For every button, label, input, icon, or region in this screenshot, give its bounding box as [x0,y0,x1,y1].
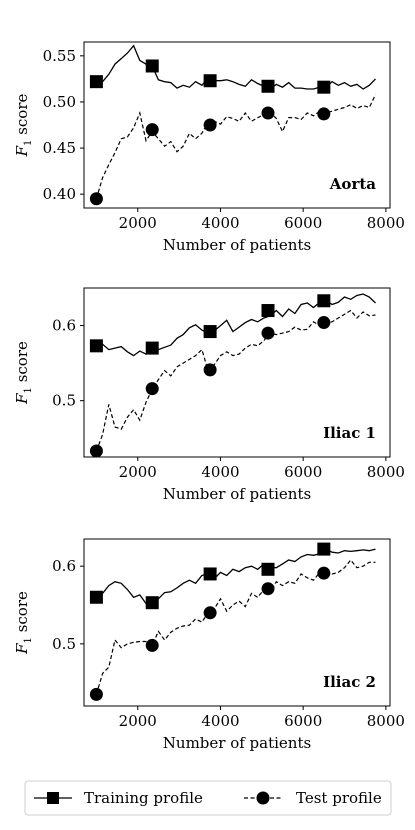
panel-annotation: Iliac 2 [323,673,376,691]
test-profile-marker [203,363,217,377]
panel-iliac-1: 2000 4000 6000 8000 0.5 0.6 Number of patients… [13,287,405,503]
y-axis-label-subscript: 1 [23,637,34,643]
x-tick-label: 2000 [119,463,157,481]
y-axis-label-word: score [13,341,31,387]
test-profile-marker [145,123,159,137]
test-profile-marker [145,638,159,652]
training-profile-marker [203,325,217,339]
training-profile-marker [145,341,159,355]
training-profile-marker [317,542,331,556]
y-tick-label: 0.5 [52,392,76,410]
x-tick-label: 4000 [201,463,239,481]
y-axis-label-subscript: 1 [23,140,34,146]
panel-annotation: Aorta [329,175,376,193]
test-profile-marker [261,106,275,120]
y-axis-label-f: F [13,145,31,157]
y-axis-label-f: F [13,393,31,405]
x-tick-label: 2000 [119,712,157,730]
y-axis-label-word: score [13,94,31,140]
y-tick-label: 0.5 [52,635,76,653]
plot-area-frame [83,41,391,209]
legend-test-label: Test profile [296,789,382,807]
test-profile-marker [89,192,103,206]
y-axis-label: F1 score [13,94,34,158]
y-tick-label: 0.50 [43,93,76,111]
training-profile-line [96,44,376,90]
legend-train-swatch [34,792,72,804]
plot-area-frame [83,538,391,707]
y-tick-label: 0.55 [43,47,76,65]
training-profile-line [96,548,376,605]
x-tick-label: 4000 [201,712,239,730]
y-tick-label: 0.6 [52,557,76,575]
legend-test-swatch [244,791,282,805]
x-tick-label: 6000 [284,214,322,232]
training-profile-line [96,293,376,357]
panel-annotation: Iliac 1 [323,424,376,442]
legend-train-label: Training profile [84,789,203,807]
y-tick-label: 0.45 [43,139,76,157]
training-profile-marker [261,562,275,576]
legend-frame [24,780,392,816]
x-tick-label: 8000 [367,463,405,481]
test-profile-marker [89,444,103,458]
y-axis-label-f: F [13,643,31,655]
training-profile-marker [317,294,331,308]
training-profile-marker [203,567,217,581]
y-axis-label: F1 score [13,341,34,405]
test-profile-marker [203,118,217,132]
training-profile-marker [261,304,275,318]
legend: Training profile Test profile [24,780,392,816]
x-tick-label: 6000 [284,712,322,730]
training-profile-marker [89,339,103,353]
x-tick-label: 2000 [119,214,157,232]
circle-marker-icon [256,791,270,805]
test-profile-marker [317,566,331,580]
panel-iliac-2: 2000 4000 6000 8000 0.5 0.6 Number of patients… [13,538,405,752]
y-tick-label: 0.6 [52,317,76,335]
test-profile-marker [145,382,159,396]
y-tick-label: 0.40 [43,185,76,203]
training-profile-marker [317,80,331,94]
training-profile-marker [89,590,103,604]
x-axis-label: Number of patients [163,734,311,752]
test-profile-marker [317,107,331,121]
y-axis-label: F1 score [13,591,34,655]
test-profile-marker [317,316,331,330]
x-tick-label: 4000 [201,214,239,232]
training-profile-marker [145,596,159,610]
test-profile-marker [89,687,103,701]
training-profile-marker [203,74,217,88]
y-axis-label-word: score [13,591,31,637]
plot-area-frame [83,287,391,458]
test-profile-marker [261,326,275,340]
training-profile-marker [261,79,275,93]
y-axis-label-subscript: 1 [23,387,34,393]
test-profile-marker [203,606,217,620]
x-axis-label: Number of patients [163,236,311,254]
test-profile-marker [261,582,275,596]
x-axis-label: Number of patients [163,485,311,503]
x-tick-label: 8000 [367,214,405,232]
x-tick-label: 6000 [284,463,322,481]
panel-aorta: 2000 4000 6000 8000 0.40 0.45 0.50 0.55 Number o… [13,41,405,254]
training-profile-marker [89,75,103,89]
x-tick-label: 8000 [367,712,405,730]
training-profile-marker [145,59,159,73]
square-marker-icon [47,792,59,804]
